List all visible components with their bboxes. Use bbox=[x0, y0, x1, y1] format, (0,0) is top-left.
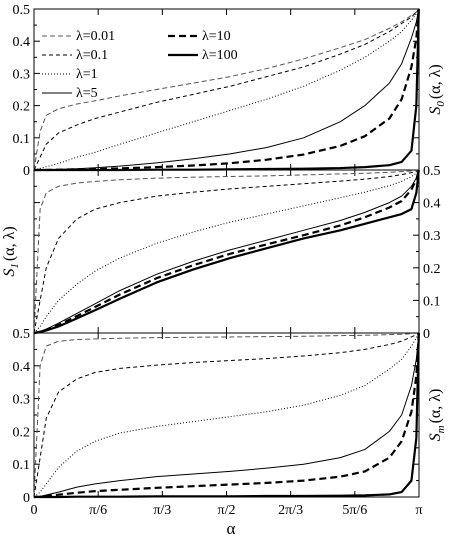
legend-label: λ=0.1 bbox=[76, 48, 108, 63]
y-tick-label: 0.4 bbox=[13, 35, 31, 50]
series-line-λ=0.1 bbox=[33, 332, 420, 498]
series-line-λ=100 bbox=[34, 332, 420, 499]
x-tick-label: 0 bbox=[31, 503, 38, 518]
legend-label: λ=5 bbox=[76, 86, 98, 101]
panel-2: 0 0.1 0.2 0.3 0.4 0.5 Sm(α, λ) bbox=[13, 327, 448, 506]
y-tick-label: 0.1 bbox=[13, 132, 31, 147]
y-tick-label: 0.3 bbox=[13, 67, 31, 82]
y-tick-label: 0.2 bbox=[423, 262, 441, 277]
series-line-λ=5 bbox=[33, 169, 420, 334]
series-line-λ=1 bbox=[33, 332, 420, 498]
x-tick-label: π/2 bbox=[218, 503, 236, 518]
y-tick-label: 0.5 bbox=[13, 3, 31, 18]
series-line-λ=1 bbox=[33, 169, 420, 334]
y-tick-label: 0.1 bbox=[423, 294, 441, 309]
y-tick-label: 0.1 bbox=[13, 458, 31, 473]
x-axis-label: α bbox=[227, 519, 236, 538]
y-tick-label: 0 bbox=[23, 491, 30, 506]
x-tick-label: π/6 bbox=[89, 503, 107, 518]
y-tick-label: 0.2 bbox=[13, 100, 31, 115]
legend-label: λ=0.01 bbox=[76, 29, 115, 44]
series-line-λ=100 bbox=[33, 169, 420, 335]
y-tick-label: 0.5 bbox=[13, 327, 31, 342]
series-line-λ=5 bbox=[33, 332, 420, 498]
legend-label: λ=1 bbox=[76, 67, 98, 82]
legend: λ=0.01 λ=0.1 λ=1 λ=5 λ=10 λ=100 bbox=[42, 29, 238, 101]
series-line-λ=0.1 bbox=[33, 169, 420, 334]
y-tick-label: 0.4 bbox=[423, 197, 441, 212]
x-tick-label: π/3 bbox=[153, 503, 171, 518]
y-tick-label: 0.4 bbox=[13, 360, 31, 375]
y-axis-label: S1(α, λ) bbox=[1, 226, 21, 276]
y-tick-label: 0.3 bbox=[423, 229, 441, 244]
legend-label: λ=100 bbox=[202, 48, 238, 63]
y-tick-label: 0.2 bbox=[13, 425, 31, 440]
y-axis-label: S0(α, λ) bbox=[427, 64, 447, 114]
y-tick-label: 0.5 bbox=[423, 164, 441, 179]
y-tick-label: 0 bbox=[423, 327, 430, 342]
series-line-λ=0.01 bbox=[33, 8, 420, 171]
series-line-λ=0.1 bbox=[33, 8, 420, 171]
panel-1: 0 0.1 0.2 0.3 0.4 0.5 S1(α, λ) bbox=[1, 164, 441, 342]
panel-frame bbox=[33, 332, 420, 498]
x-tick-label: 5π/6 bbox=[342, 503, 367, 518]
y-tick-label: 0.3 bbox=[13, 393, 31, 408]
series-line-λ=1 bbox=[33, 8, 420, 171]
y-axis-label: Sm(α, λ) bbox=[427, 389, 447, 442]
series-line-λ=0.01 bbox=[33, 169, 419, 334]
x-tick-label: π bbox=[415, 503, 422, 518]
x-tick-labels: 0 π/6 π/3 π/2 2π/3 5π/6 π bbox=[31, 503, 423, 518]
series-line-λ=0.01 bbox=[33, 332, 419, 498]
chart-panels: 0 0.1 0.2 0.3 0.4 0.5 S0(α, λ) 0 0.1 0.2 0.3 0.4 0.5… bbox=[1, 3, 447, 506]
series-line-λ=10 bbox=[33, 332, 420, 499]
series-line-λ=10 bbox=[33, 169, 420, 335]
legend-label: λ=10 bbox=[202, 29, 231, 44]
x-tick-label: 2π/3 bbox=[278, 503, 303, 518]
y-tick-label: 0 bbox=[23, 164, 30, 179]
